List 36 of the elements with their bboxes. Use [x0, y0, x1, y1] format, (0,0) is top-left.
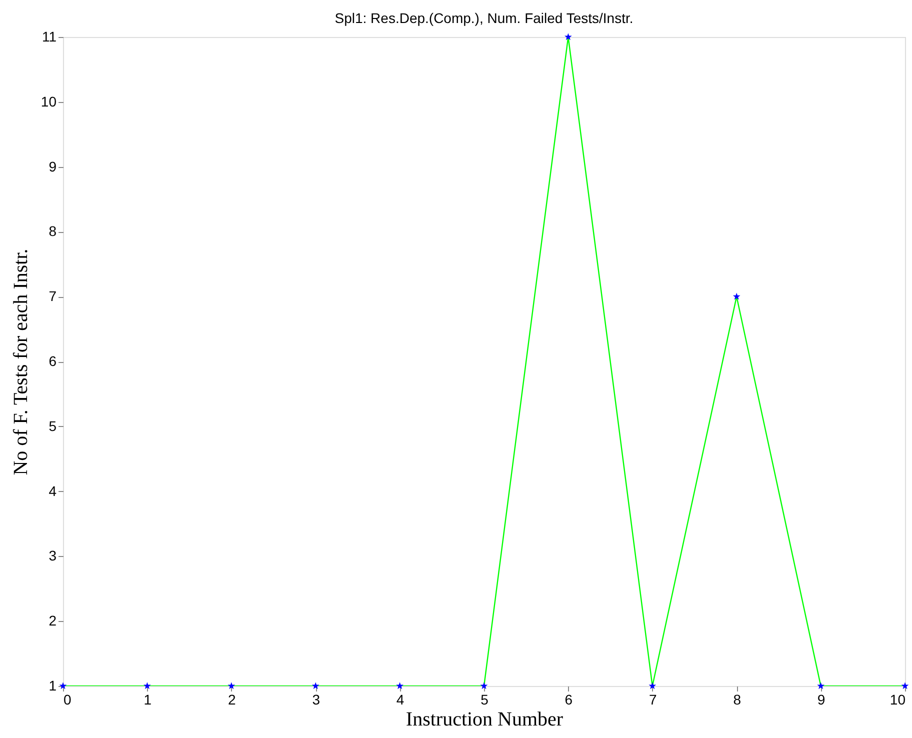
x-tick-label: 9 [817, 692, 826, 708]
y-tick-label: 2 [48, 612, 57, 629]
x-axis-title: Instruction Number [406, 708, 564, 730]
x-tick-label: 7 [649, 692, 657, 708]
y-axis-title: No of F. Tests for each Instr. [10, 248, 32, 476]
x-tick-label: 4 [396, 692, 404, 708]
point [648, 682, 656, 690]
x-tick-label: 2 [228, 692, 236, 708]
y-tick-label: 3 [48, 548, 57, 564]
y-tick-label: 5 [48, 418, 57, 434]
x-tick-label: 6 [564, 692, 573, 708]
y-tick-label: 11 [42, 28, 57, 44]
y-tick-label: 6 [48, 353, 57, 369]
point [564, 33, 572, 40]
y-tick-label: 1 [48, 678, 57, 694]
y-tick-label: 8 [48, 223, 57, 240]
x-tick-label: 3 [312, 692, 320, 708]
y-tick-label: 9 [48, 158, 57, 174]
point [396, 682, 404, 690]
point [732, 292, 740, 300]
y-tick-label: 7 [48, 288, 57, 304]
x-tick-label: 0 [64, 692, 72, 708]
chart-title: Spl1: Res.Dep.(Comp.), Num. Failed Tests/Instr. [334, 10, 634, 26]
point [312, 682, 320, 690]
x-tick-label: 5 [480, 692, 489, 708]
point [228, 682, 236, 690]
y-tick-label: 10 [40, 93, 57, 110]
y-tick-label: 4 [48, 482, 57, 499]
x-tick-label: 8 [733, 692, 742, 708]
point [144, 682, 151, 690]
point [901, 682, 909, 690]
point [59, 682, 67, 690]
x-tick-label: 1 [144, 692, 152, 708]
x-tick-label: 10 [890, 692, 906, 708]
point [480, 682, 488, 690]
point [817, 682, 824, 690]
